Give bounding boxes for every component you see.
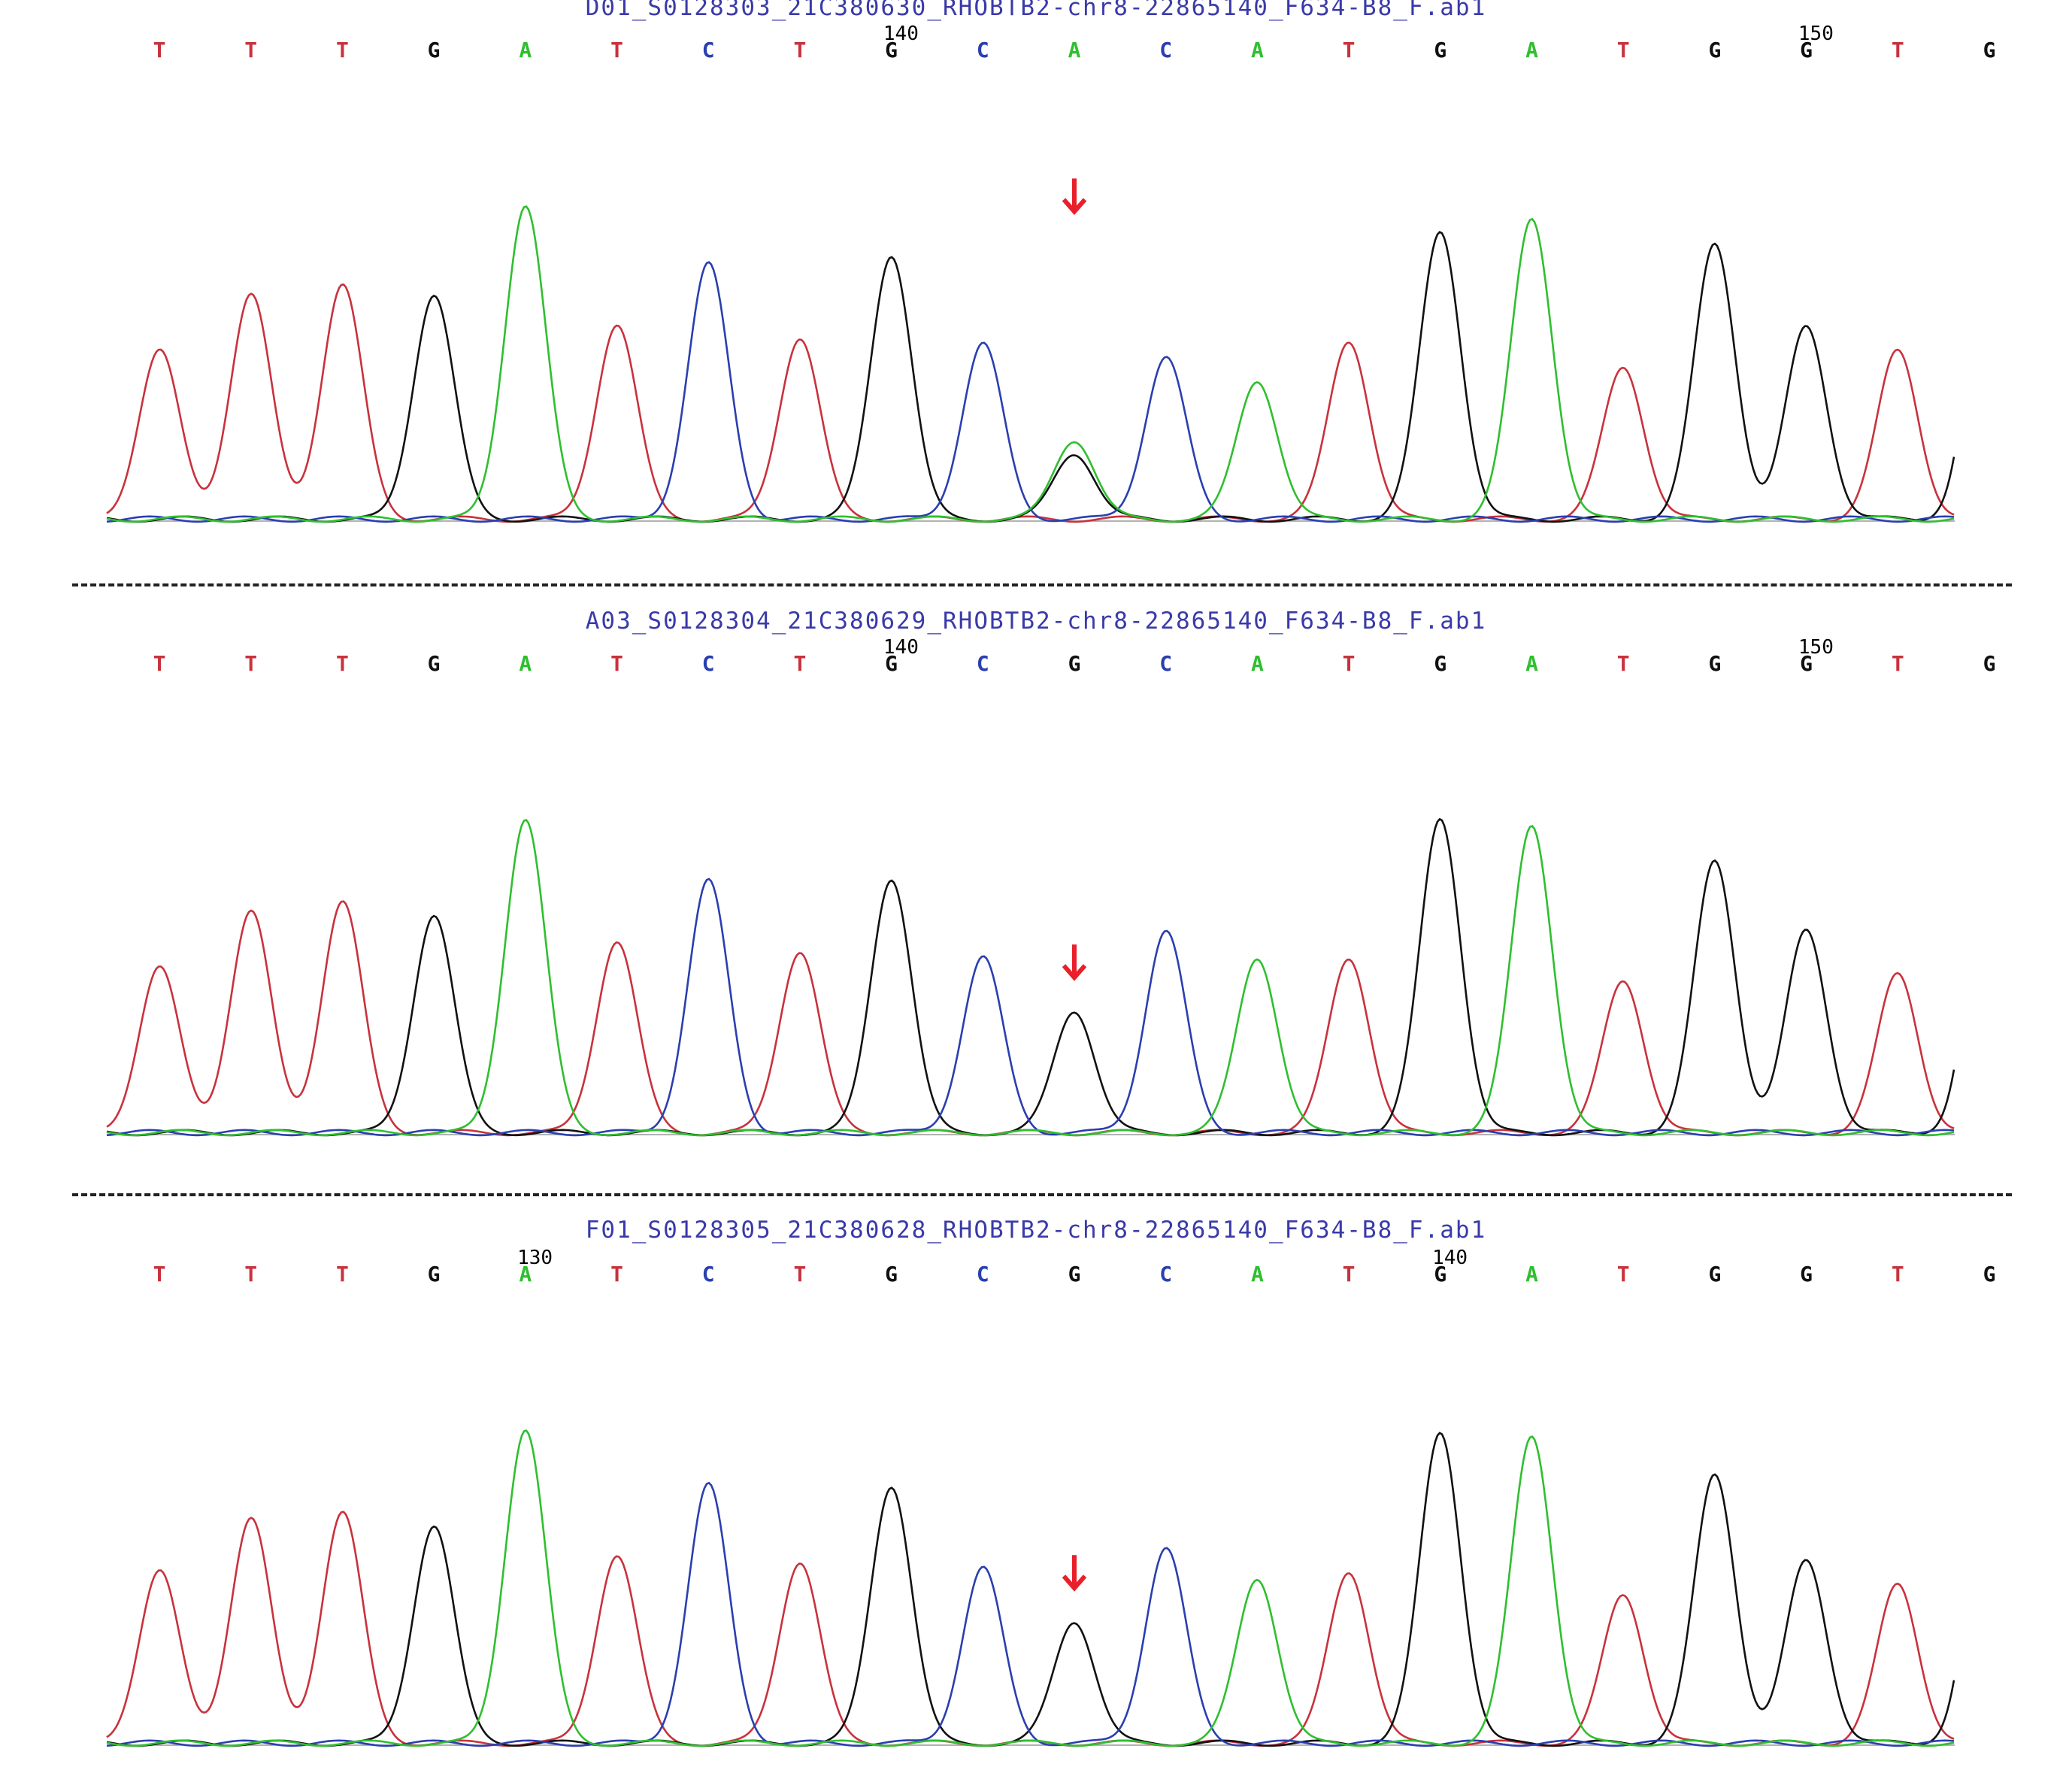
panel-divider — [72, 1193, 2012, 1196]
base-call: T — [153, 1262, 166, 1286]
base-call: A — [1525, 1262, 1538, 1286]
base-call: G — [885, 1262, 898, 1286]
trace-line-G — [106, 1432, 1955, 1747]
base-call: T — [1342, 651, 1356, 676]
base-call: A — [519, 651, 532, 676]
base-call: C — [1159, 1262, 1173, 1286]
trace-line-G — [106, 817, 1955, 1137]
trace-line-G — [106, 230, 1955, 523]
base-call: A — [1250, 38, 1264, 62]
variant-arrow-icon — [1062, 944, 1087, 981]
base-call: T — [1616, 1262, 1630, 1286]
base-call: G — [1434, 1262, 1447, 1286]
position-label: 140 — [883, 636, 919, 659]
trace-line-A — [106, 819, 1955, 1137]
variant-arrow-icon — [1062, 178, 1087, 215]
trace-line-C — [106, 1481, 1955, 1747]
base-call: G — [1708, 1262, 1722, 1286]
base-call: T — [1891, 38, 1904, 62]
base-call: T — [793, 1262, 807, 1286]
base-call: T — [1616, 651, 1630, 676]
base-call: G — [427, 1262, 441, 1286]
base-call: G — [427, 651, 441, 676]
base-call: C — [976, 651, 989, 676]
base-call: G — [885, 651, 898, 676]
base-call: C — [701, 1262, 715, 1286]
base-call: A — [519, 38, 532, 62]
base-call: G — [1983, 651, 1996, 676]
trace-line-A — [106, 205, 1955, 523]
base-call: G — [1708, 38, 1722, 62]
trace-line-A — [106, 1429, 1955, 1747]
base-call: G — [1800, 651, 1813, 676]
base-call: T — [244, 38, 258, 62]
base-call: G — [1983, 38, 1996, 62]
position-label: 150 — [1798, 23, 1834, 45]
trace-line-C — [106, 877, 1955, 1137]
base-call: C — [701, 38, 715, 62]
position-label: 140 — [883, 23, 919, 45]
trace-line-T — [106, 1511, 1955, 1747]
base-call: A — [1525, 651, 1538, 676]
panel-title: D01_S0128303_21C380630_RHOBTB2-chr8-2286… — [585, 0, 1487, 21]
base-call: T — [153, 38, 166, 62]
trace-line-C — [106, 261, 1955, 523]
base-call: T — [610, 38, 623, 62]
panel-divider — [72, 583, 2012, 586]
panel-title: A03_S0128304_21C380629_RHOBTB2-chr8-2286… — [585, 608, 1487, 635]
base-call: T — [1891, 651, 1904, 676]
base-call: T — [153, 651, 166, 676]
base-call: A — [1250, 1262, 1264, 1286]
base-call: G — [1068, 1262, 1081, 1286]
base-call: T — [1342, 38, 1356, 62]
base-call: C — [701, 651, 715, 676]
base-call: G — [427, 38, 441, 62]
base-call-row: T T T G A T C T G C G C A T G A T G G T G 140 150 — [0, 636, 2072, 686]
variant-arrow-icon — [1062, 1555, 1087, 1592]
base-call: G — [885, 38, 898, 62]
base-call: G — [1434, 38, 1447, 62]
base-call: T — [335, 38, 349, 62]
base-call: C — [1159, 38, 1173, 62]
trace-line-T — [106, 900, 1955, 1137]
base-call: G — [1983, 1262, 1996, 1286]
panel-title: F01_S0128305_21C380628_RHOBTB2-chr8-2286… — [585, 1217, 1487, 1244]
position-label: 140 — [1432, 1247, 1468, 1269]
base-call: T — [610, 651, 623, 676]
trace-plot — [106, 1429, 1955, 1747]
base-call-row: T T T G A T C T G C G C A T G A T G G T G 130 140 — [0, 1247, 2072, 1296]
base-call: T — [244, 1262, 258, 1286]
base-call: C — [976, 1262, 989, 1286]
base-call: T — [1616, 38, 1630, 62]
trace-line-T — [106, 283, 1955, 523]
base-call: G — [1434, 651, 1447, 676]
base-call: G — [1068, 651, 1081, 676]
base-call: T — [244, 651, 258, 676]
base-call: A — [1250, 651, 1264, 676]
trace-plot — [106, 178, 1955, 523]
base-call: T — [610, 1262, 623, 1286]
position-label: 150 — [1798, 636, 1834, 659]
base-call: T — [335, 1262, 349, 1286]
base-call-row: T T T G A T C T G C A C A T G A T G G T G 140 150 — [0, 23, 2072, 72]
base-call: A — [1068, 38, 1081, 62]
base-call: C — [1159, 651, 1173, 676]
base-call: T — [335, 651, 349, 676]
position-label: 130 — [517, 1247, 553, 1269]
base-call: T — [1891, 1262, 1904, 1286]
base-call: A — [1525, 38, 1538, 62]
base-call: T — [1342, 1262, 1356, 1286]
base-call: A — [519, 1262, 532, 1286]
base-call: T — [793, 38, 807, 62]
trace-plot — [106, 817, 1955, 1137]
base-call: G — [1800, 38, 1813, 62]
base-call: T — [793, 651, 807, 676]
base-call: C — [976, 38, 989, 62]
base-call: G — [1800, 1262, 1813, 1286]
base-call: G — [1708, 651, 1722, 676]
